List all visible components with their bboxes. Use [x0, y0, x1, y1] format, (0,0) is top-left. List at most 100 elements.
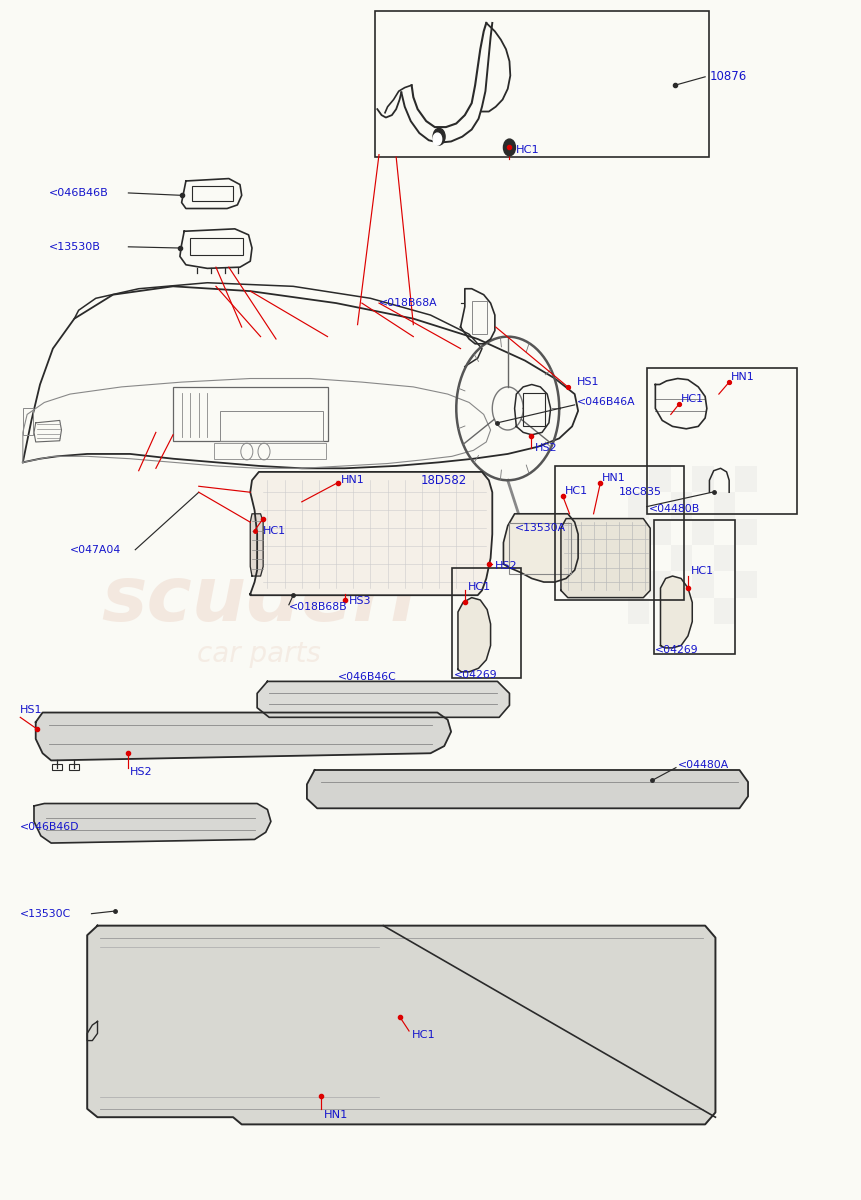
Bar	[375, 11, 709, 157]
Text: HC1: HC1	[517, 145, 540, 155]
Circle shape	[504, 139, 516, 156]
Text: HS1: HS1	[21, 706, 43, 715]
Bar	[714, 518, 735, 545]
Bar	[214, 443, 325, 458]
Text: scuderi: scuderi	[102, 563, 417, 637]
Polygon shape	[34, 804, 271, 844]
Text: HN1: HN1	[340, 475, 364, 485]
Text: car parts: car parts	[197, 640, 321, 668]
Bar	[649, 492, 671, 518]
Bar	[649, 466, 671, 492]
Bar	[671, 545, 692, 571]
Bar	[671, 466, 692, 492]
Text: HC1: HC1	[564, 486, 587, 496]
Bar	[671, 571, 692, 598]
Bar	[192, 186, 233, 202]
Bar	[735, 571, 757, 598]
Bar	[692, 571, 714, 598]
Text: <04269: <04269	[655, 646, 699, 655]
Bar	[735, 545, 757, 571]
Bar	[23, 408, 33, 434]
Bar	[714, 545, 735, 571]
Bar	[52, 764, 62, 770]
Polygon shape	[307, 770, 748, 809]
Bar	[692, 466, 714, 492]
Bar	[649, 571, 671, 598]
Polygon shape	[87, 925, 715, 1124]
Polygon shape	[504, 514, 578, 582]
Bar	[649, 598, 671, 624]
Bar	[692, 492, 714, 518]
Text: HS2: HS2	[495, 562, 517, 571]
Bar	[628, 571, 649, 598]
Polygon shape	[561, 518, 650, 598]
Text: <018B68B: <018B68B	[289, 602, 348, 612]
Bar	[653, 520, 735, 654]
Text: HN1: HN1	[324, 1110, 349, 1120]
Text: <046B46D: <046B46D	[21, 822, 80, 833]
Bar	[173, 386, 327, 440]
Bar	[671, 492, 692, 518]
Text: <046B46C: <046B46C	[338, 672, 397, 682]
Bar	[628, 598, 649, 624]
Text: HC1: HC1	[468, 582, 491, 592]
Circle shape	[433, 133, 442, 145]
Text: HN1: HN1	[602, 473, 626, 482]
Polygon shape	[251, 472, 492, 595]
Text: <04480B: <04480B	[648, 504, 700, 514]
Text: <046B46B: <046B46B	[48, 188, 108, 198]
Bar	[649, 518, 671, 545]
Text: 18D582: 18D582	[420, 474, 467, 487]
Text: HC1: HC1	[263, 526, 286, 535]
Text: HS2: HS2	[536, 443, 558, 452]
Bar	[472, 301, 487, 335]
Text: <13530B: <13530B	[48, 242, 101, 252]
Bar	[628, 466, 649, 492]
Text: <04269: <04269	[454, 671, 498, 680]
Bar	[649, 545, 671, 571]
Polygon shape	[35, 713, 451, 761]
Bar	[735, 518, 757, 545]
Text: <018B68A: <018B68A	[379, 298, 437, 308]
Bar	[452, 568, 521, 678]
Text: HC1: HC1	[691, 566, 714, 576]
Text: <046B46A: <046B46A	[576, 397, 635, 408]
Bar	[523, 392, 545, 426]
Text: <13530A: <13530A	[515, 523, 566, 533]
Bar	[510, 523, 571, 574]
Bar	[735, 598, 757, 624]
Text: HS3: HS3	[349, 596, 371, 606]
Bar	[647, 367, 797, 514]
Text: HS1: HS1	[576, 377, 599, 388]
Bar	[220, 410, 323, 440]
Bar	[714, 571, 735, 598]
Bar	[692, 598, 714, 624]
Text: HN1: HN1	[731, 372, 754, 383]
Bar	[628, 492, 649, 518]
Bar	[69, 764, 79, 770]
Text: <047A04: <047A04	[70, 545, 121, 554]
Polygon shape	[660, 576, 692, 648]
Bar	[735, 466, 757, 492]
Text: <04480A: <04480A	[678, 761, 729, 770]
Text: 18C835: 18C835	[619, 487, 662, 497]
Polygon shape	[251, 514, 263, 576]
Bar	[671, 518, 692, 545]
Bar	[671, 598, 692, 624]
Bar	[714, 492, 735, 518]
Text: HC1: HC1	[412, 1030, 436, 1039]
Text: <13530C: <13530C	[21, 908, 71, 919]
Bar	[735, 492, 757, 518]
Bar	[692, 545, 714, 571]
Text: HC1: HC1	[681, 394, 704, 404]
Polygon shape	[458, 598, 491, 672]
Bar	[555, 466, 684, 600]
Bar	[628, 518, 649, 545]
Text: 10876: 10876	[709, 71, 746, 83]
Polygon shape	[257, 682, 510, 718]
Bar	[714, 466, 735, 492]
Bar	[190, 239, 244, 256]
Circle shape	[433, 128, 445, 145]
Text: HS2: HS2	[130, 768, 152, 778]
Bar	[692, 518, 714, 545]
